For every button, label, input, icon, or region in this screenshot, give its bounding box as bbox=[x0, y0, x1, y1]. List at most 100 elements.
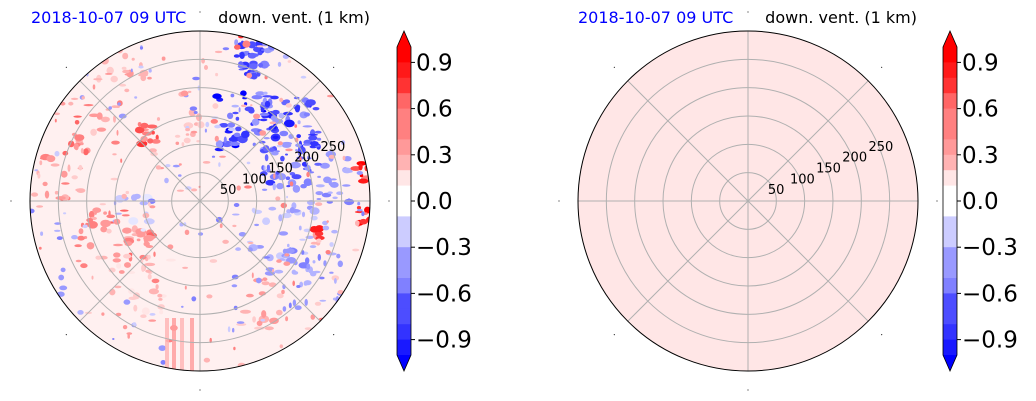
heatmap-cell bbox=[113, 115, 116, 123]
heatmap-cell bbox=[244, 185, 252, 189]
heatmap-cell bbox=[184, 229, 190, 235]
heatmap-cell bbox=[295, 149, 298, 152]
heatmap-cell bbox=[273, 173, 276, 180]
heatmap-cell bbox=[286, 209, 291, 214]
heatmap-cell bbox=[153, 251, 156, 257]
polar-frame-right bbox=[577, 30, 919, 372]
heatmap-cell bbox=[279, 130, 289, 137]
heatmap-cell bbox=[214, 135, 219, 142]
heatmap-cell bbox=[79, 142, 84, 146]
heatmap-cell bbox=[236, 185, 241, 191]
heatmap-stripe bbox=[165, 318, 169, 371]
heatmap-cell bbox=[180, 90, 189, 97]
angular-tick-dot-right-45 bbox=[881, 66, 883, 68]
heatmap-cell bbox=[54, 118, 57, 123]
heatmap-cell bbox=[116, 263, 122, 269]
heatmap-cell bbox=[249, 63, 258, 70]
heatmap-cell bbox=[318, 276, 325, 280]
heatmap-cell bbox=[276, 182, 284, 190]
heatmap-cell bbox=[260, 171, 268, 176]
heatmap-cell bbox=[240, 309, 251, 314]
heatmap-cell bbox=[122, 69, 130, 74]
heatmap-cell bbox=[151, 278, 160, 284]
heatmap-cell bbox=[80, 148, 84, 154]
colorbar-left-segment bbox=[397, 308, 411, 325]
heatmap-cell bbox=[272, 135, 279, 139]
angular-tick-dot-left-225 bbox=[65, 334, 67, 336]
heatmap-cell bbox=[357, 201, 361, 206]
heatmap-cell bbox=[122, 52, 129, 60]
heatmap-cell bbox=[355, 220, 360, 227]
colorbar-right-segment bbox=[943, 293, 957, 310]
heatmap-cell bbox=[286, 185, 291, 188]
heatmap-cell bbox=[315, 202, 323, 207]
heatmap-cell bbox=[86, 218, 94, 223]
heatmap-cell bbox=[73, 143, 79, 150]
heatmap-cell bbox=[308, 135, 318, 141]
heatmap-cell bbox=[231, 284, 238, 288]
angular-gridline-left-225 bbox=[79, 200, 201, 322]
heatmap-cell bbox=[232, 213, 240, 216]
heatmap-cell bbox=[370, 177, 376, 180]
heatmap-cell bbox=[279, 344, 283, 349]
heatmap-cell bbox=[114, 212, 122, 215]
heatmap-cell bbox=[92, 84, 96, 90]
angular-tick-dot-right-0 bbox=[936, 200, 938, 202]
heatmap-cell bbox=[36, 205, 44, 208]
heatmap-cell bbox=[141, 307, 150, 315]
heatmap-cell bbox=[211, 155, 216, 158]
heatmap-cell bbox=[235, 116, 240, 121]
heatmap-cell bbox=[322, 225, 330, 231]
heatmap-cell bbox=[187, 90, 192, 93]
heatmap-cell bbox=[147, 138, 154, 144]
colorbar-right-tick-label: 0.0 bbox=[962, 189, 999, 215]
heatmap-cell bbox=[309, 245, 317, 249]
heatmap-cell bbox=[250, 104, 253, 107]
colorbar-left-segment bbox=[397, 247, 411, 264]
heatmap-cell bbox=[352, 248, 360, 252]
heatmap-cell bbox=[151, 139, 161, 144]
angular-tick-dot-left-90 bbox=[199, 11, 201, 13]
heatmap-cell bbox=[172, 164, 180, 168]
colorbar-right-segment bbox=[943, 185, 957, 202]
radial-tick-label-right-200: 200 bbox=[842, 151, 867, 166]
heatmap-cell bbox=[128, 296, 138, 300]
colorbar-right-segment bbox=[943, 139, 957, 156]
colorbar-right-segment bbox=[943, 308, 957, 325]
angular-tick-dot-left-45 bbox=[333, 66, 335, 68]
heatmap-cell bbox=[155, 134, 159, 141]
heatmap-cell bbox=[264, 100, 271, 108]
heatmap-cell bbox=[178, 174, 182, 177]
heatmap-cell bbox=[193, 111, 198, 114]
heatmap-cell bbox=[112, 153, 117, 156]
heatmap-cell bbox=[263, 91, 268, 95]
heatmap-cell bbox=[78, 228, 84, 235]
heatmap-cell bbox=[93, 78, 103, 81]
heatmap-cell bbox=[327, 191, 333, 194]
heatmap-cell bbox=[342, 155, 346, 161]
heatmap-cell bbox=[292, 299, 297, 307]
heatmap-cell bbox=[157, 293, 163, 298]
heatmap-cell bbox=[134, 96, 138, 99]
heatmap-cell bbox=[166, 258, 176, 262]
colorbar-right-tick-label: 0.6 bbox=[962, 97, 999, 123]
heatmap-cell bbox=[58, 274, 65, 281]
heatmap-cell bbox=[356, 206, 362, 210]
polar-frame-left bbox=[29, 30, 371, 372]
heatmap-cell bbox=[120, 158, 123, 163]
heatmap-cell bbox=[90, 55, 99, 63]
heatmap-cell bbox=[278, 112, 284, 119]
heatmap-cell bbox=[230, 93, 235, 98]
heatmap-cell bbox=[271, 109, 280, 115]
heatmap-cell bbox=[140, 314, 147, 319]
heatmap-cell bbox=[285, 153, 288, 156]
heatmap-cell bbox=[75, 259, 82, 263]
heatmap-cell bbox=[127, 333, 130, 339]
title-right-variable: down. vent. (1 km) bbox=[765, 8, 917, 27]
heatmap-cell bbox=[63, 212, 67, 215]
colorbar-left-segment bbox=[397, 324, 411, 341]
heatmap-cell bbox=[100, 46, 107, 53]
heatmap-cell bbox=[90, 43, 98, 52]
heatmap-cell bbox=[369, 167, 370, 171]
